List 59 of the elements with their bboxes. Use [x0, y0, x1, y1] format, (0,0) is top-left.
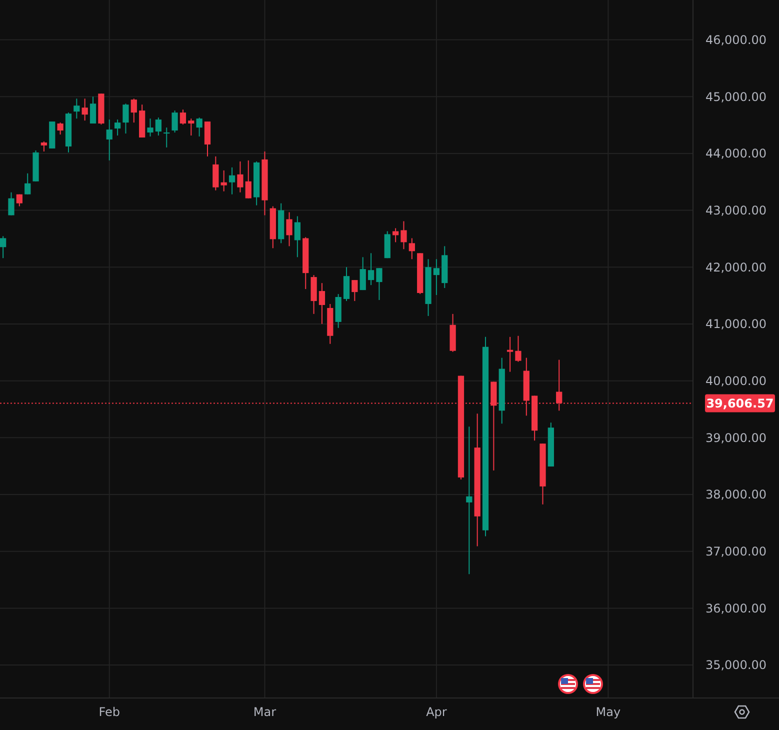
candlestick	[318, 282, 326, 324]
candlestick	[294, 216, 301, 258]
x-tick-label: May	[596, 705, 621, 719]
candlestick	[122, 103, 129, 134]
y-tick-label: 41,000.00	[705, 317, 767, 332]
y-tick-label: 45,000.00	[705, 90, 767, 104]
candlestick	[57, 122, 64, 135]
candlestick	[90, 96, 96, 124]
candlestick	[343, 266, 350, 302]
y-tick-label: 37,000.00	[705, 544, 767, 559]
candlestick	[360, 256, 366, 291]
x-tick-label: Feb	[98, 705, 120, 719]
candlestick	[106, 119, 112, 161]
y-tick-label: 40,000.00	[705, 374, 767, 388]
candlestick	[220, 170, 227, 192]
y-tick-label: 46,000.00	[705, 32, 767, 47]
candlestick	[180, 109, 186, 126]
x-tick-label: Mar	[253, 705, 276, 719]
candlestick	[155, 117, 162, 136]
candlestick	[172, 110, 178, 133]
y-tick-label: 43,000.00	[705, 204, 767, 218]
candlestick	[433, 258, 440, 296]
candlestick	[245, 160, 252, 199]
candlestick	[368, 252, 374, 286]
candlestick	[147, 118, 154, 137]
x-tick-label: Apr	[426, 705, 447, 719]
candlestick	[114, 119, 121, 136]
y-tick-label: 35,000.00	[705, 658, 767, 672]
candlestick	[228, 166, 236, 195]
candlestick	[188, 118, 194, 136]
candlestick	[384, 230, 390, 259]
y-tick-label: 44,000.00	[705, 146, 767, 161]
y-tick-label: 42,000.00	[705, 260, 767, 274]
candlestick	[0, 236, 6, 259]
candlestick	[400, 220, 407, 250]
candlestick	[408, 238, 415, 260]
candlestick	[376, 268, 382, 301]
candlestick	[515, 335, 522, 362]
y-tick-label: 36,000.00	[705, 601, 767, 616]
candlestick	[8, 192, 14, 216]
y-tick-label: 39,000.00	[705, 430, 767, 445]
y-tick-label: 38,000.00	[705, 488, 767, 502]
candlestick	[164, 127, 170, 148]
candlestick	[130, 98, 137, 124]
candlestick	[196, 117, 202, 137]
candlestick	[74, 98, 80, 120]
candlestick	[392, 228, 399, 243]
candlestick	[310, 274, 317, 314]
candlestick	[352, 280, 358, 302]
candlestick	[286, 212, 292, 247]
candlestick	[82, 98, 88, 122]
candlestick	[204, 121, 211, 157]
candlestick	[466, 426, 472, 575]
ref-line-label: 39,606.57	[706, 396, 774, 410]
candlestick	[506, 336, 514, 372]
candlestick	[237, 160, 244, 193]
candlestick	[40, 140, 48, 152]
candlestick	[212, 156, 219, 191]
candlestick	[24, 172, 31, 195]
